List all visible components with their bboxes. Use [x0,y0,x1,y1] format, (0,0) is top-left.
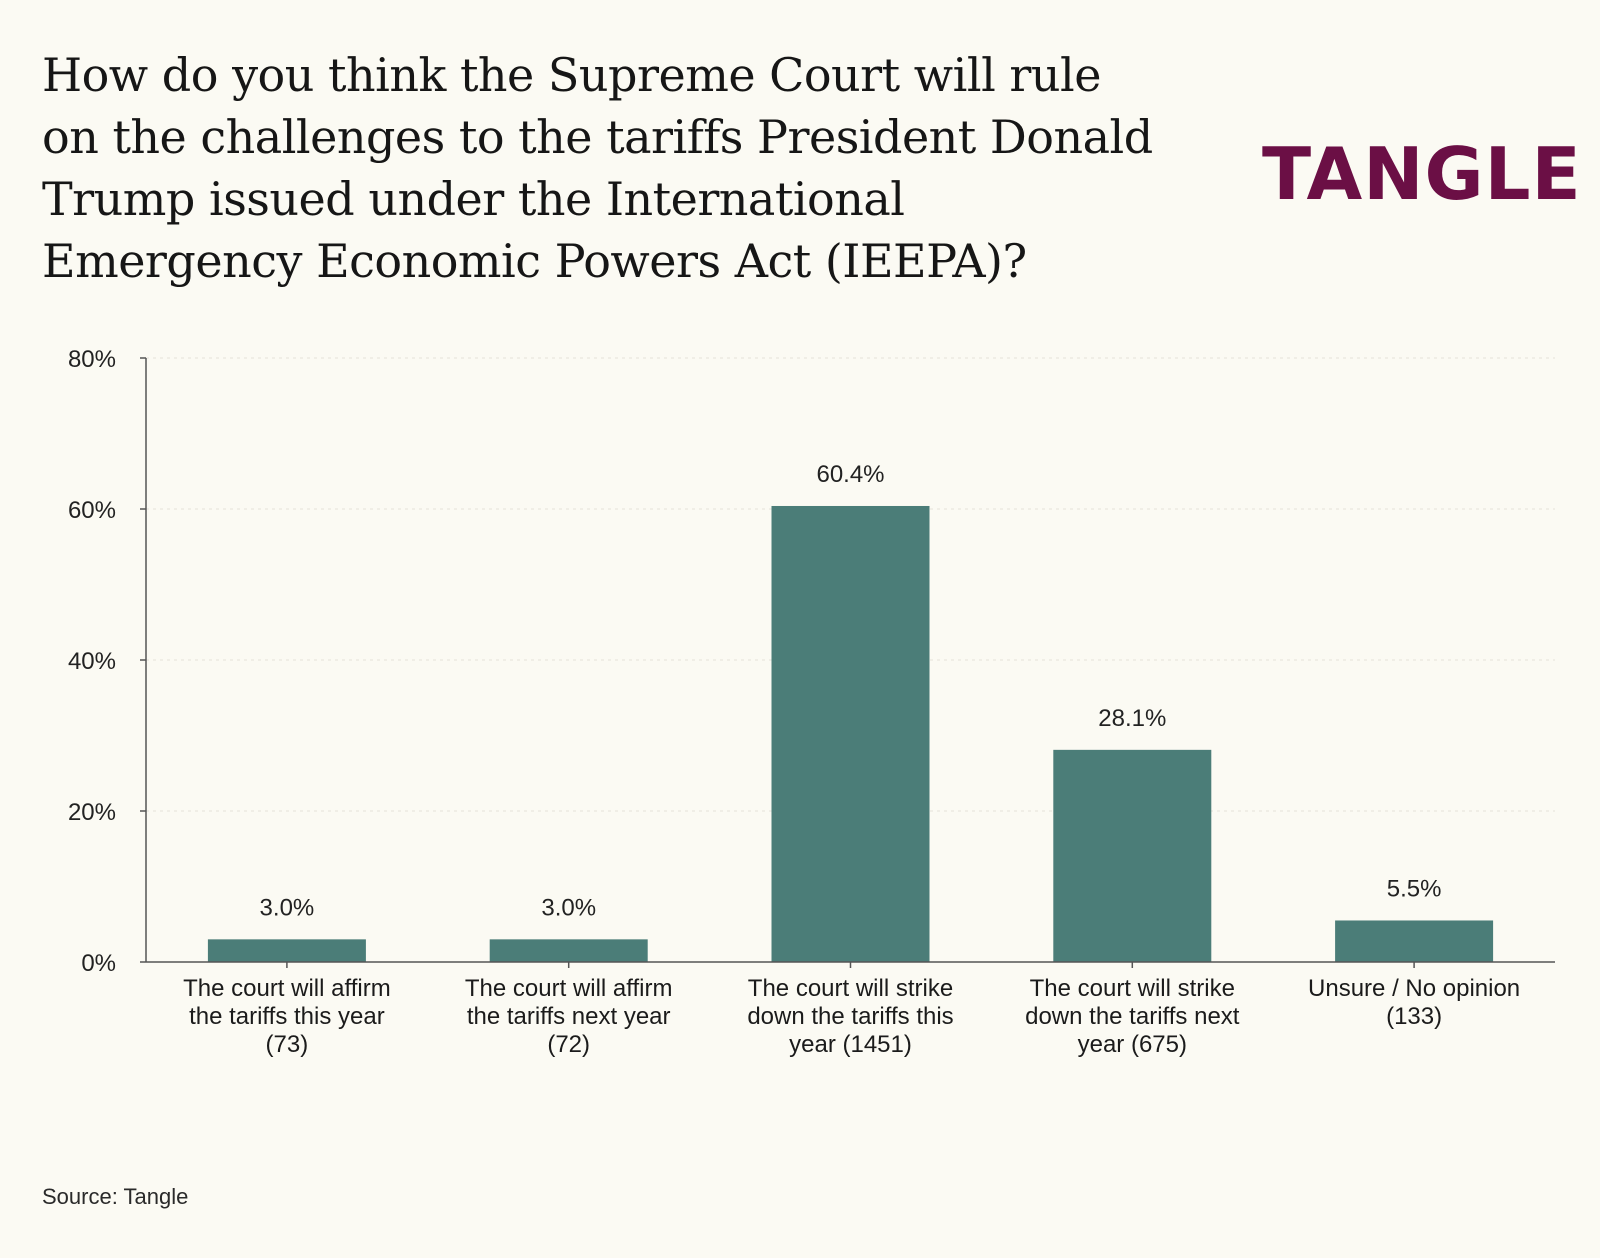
bar [207,939,366,962]
x-tick-labels: The court will affirm the tariffs this ye… [183,975,1520,1058]
y-tick-label: 80% [68,346,116,373]
data-label: 60.4% [816,461,884,488]
axes [145,358,1555,963]
y-tick-label: 20% [68,799,116,826]
source-note: Source: Tangle [42,1184,189,1209]
x-tick-label: The court will strike down the tariffs th… [747,975,953,1058]
data-label: 3.0% [260,894,315,921]
x-tick-label: The court will affirm the tariffs next ye… [465,975,673,1058]
gridlines [140,357,1555,963]
x-tick-label: The court will affirm the tariffs this ye… [183,975,391,1058]
y-tick-label: 40% [68,648,116,675]
data-label: 5.5% [1387,875,1442,902]
data-label: 3.0% [541,894,596,921]
bar-chart: 0% 20% 40% 60% 80% The court will affirm the … [68,346,1555,1058]
bar [1053,749,1212,962]
x-tick-label: Unsure / No opinion (133) [1308,975,1520,1030]
y-tick-labels: 0% 20% 40% 60% 80% [68,346,116,977]
bar [771,505,930,962]
data-labels: 3.0% 3.0% 60.4% 28.1% 5.5% [260,461,1442,921]
chart-title: How do you think the Supreme Court will … [42,48,1153,288]
y-tick-label: 60% [68,497,116,524]
tangle-logo: TANGLE [1262,132,1582,216]
x-tick-label: The court will strike down the tariffs ne… [1025,975,1240,1058]
y-tick-label: 0% [81,950,116,977]
bar [489,939,648,962]
bar [1335,920,1494,962]
data-label: 28.1% [1098,705,1166,732]
bars [207,505,1494,968]
